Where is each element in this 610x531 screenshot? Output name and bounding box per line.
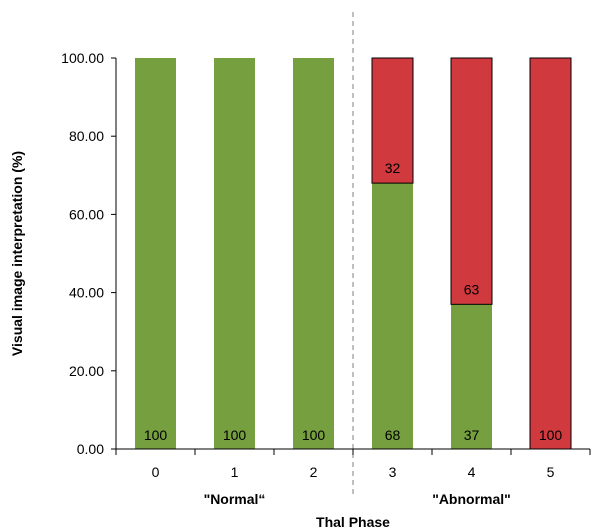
- data-label: 37: [464, 427, 480, 443]
- data-label: 100: [302, 427, 326, 443]
- bar-segment-0-0: [135, 58, 176, 449]
- bar-segment-3-1: [371, 57, 414, 184]
- y-tick-label: 100.00: [61, 50, 104, 66]
- x-tick-label: 2: [310, 464, 318, 480]
- bar-segment-4-0: [451, 304, 492, 449]
- bar-segment-5-1: [529, 57, 572, 450]
- x-tick-label: 3: [389, 464, 397, 480]
- bar-segment-2-0: [293, 58, 334, 449]
- y-tick-label: 20.00: [69, 363, 104, 379]
- group-label-normal: "Normal“: [204, 491, 266, 507]
- y-axis-title: Visual image interpretation (%): [9, 151, 25, 356]
- y-tick-label: 60.00: [69, 206, 104, 222]
- x-axis-title: Thal Phase: [316, 514, 390, 530]
- data-label: 100: [539, 427, 563, 443]
- group-label-abnormal: "Abnormal": [432, 491, 511, 507]
- data-label: 100: [223, 427, 247, 443]
- bar-segment-1-0: [214, 58, 255, 449]
- x-tick-label: 0: [152, 464, 160, 480]
- y-tick-label: 80.00: [69, 128, 104, 144]
- data-label: 63: [464, 281, 480, 297]
- data-label: 32: [385, 160, 401, 176]
- x-tick-label: 4: [468, 464, 476, 480]
- data-labels: 100 100 100 68 32 37 63 100: [144, 160, 563, 443]
- data-label: 68: [385, 427, 401, 443]
- x-tick-label: 5: [547, 464, 555, 480]
- bars-layer: [135, 57, 572, 450]
- axes: 0.00 20.00 40.00 60.00 80.00 100.00 0 1 2 3 4 5: [61, 50, 591, 480]
- y-tick-label: 40.00: [69, 285, 104, 301]
- data-label: 100: [144, 427, 168, 443]
- bar-segment-3-0: [372, 183, 413, 449]
- x-tick-label: 1: [231, 464, 239, 480]
- bar-segment-4-1: [450, 57, 493, 305]
- y-tick-label: 0.00: [77, 441, 104, 457]
